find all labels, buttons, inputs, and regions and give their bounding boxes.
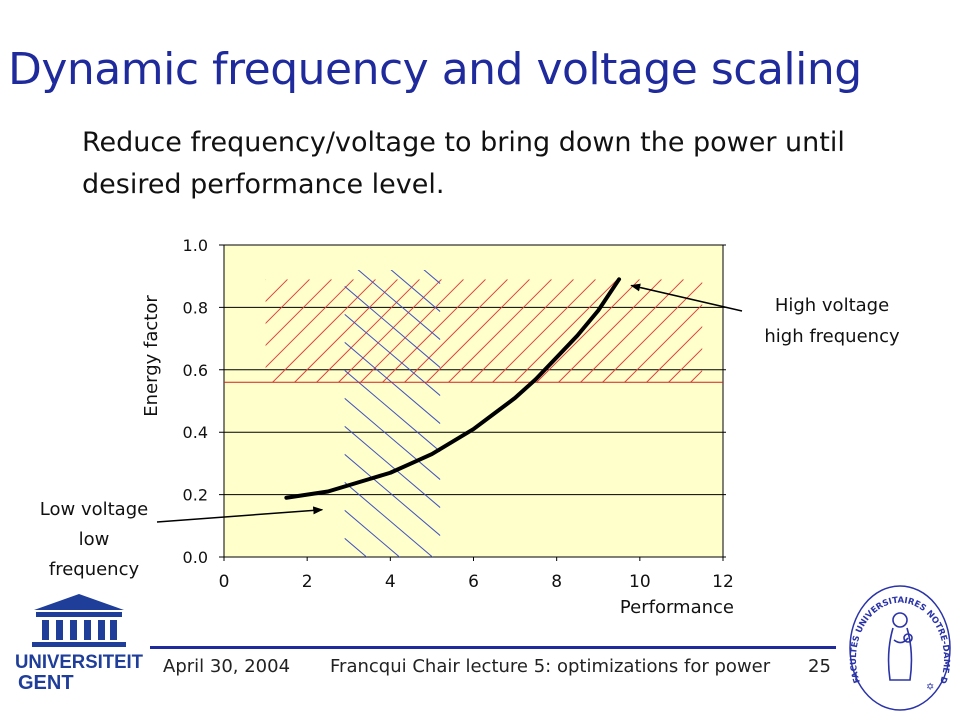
annotation-high-line-2: high frequency (764, 326, 900, 347)
x-tick-label: 10 (629, 572, 651, 592)
hatch-line (558, 279, 662, 383)
fundp-seal: FACULTÉS UNIVERSITAIRES NOTRE-DAME DE LA… (846, 582, 951, 711)
hatch-line (423, 269, 441, 284)
x-tick-label: 12 (712, 572, 734, 592)
y-tick-label: 0.4 (183, 423, 208, 442)
hatched-regions (265, 174, 703, 557)
annotation-low-arrow (156, 506, 324, 523)
hatch-line (265, 279, 310, 325)
hatch-line (390, 269, 441, 312)
series-line (284, 277, 622, 500)
hatch-line (404, 279, 508, 383)
annotation-low-line-2: low (79, 529, 110, 550)
footer-date: April 30, 2004 (163, 656, 291, 677)
annotation-low-voltage: Low voltage low frequency (40, 499, 324, 580)
slide-subtitle: Reduce frequency/voltage to bring down t… (82, 127, 845, 200)
hatch-line (360, 279, 464, 383)
hatch-line (344, 425, 441, 508)
seal-text: FACULTÉS UNIVERSITAIRES NOTRE-DAME DE LA… (846, 582, 951, 685)
hatch-line (536, 279, 640, 383)
footer-lecture: Francqui Chair lecture 5: optimizations … (330, 656, 771, 677)
hatch-line (316, 279, 420, 383)
hatch-line (492, 279, 596, 383)
annotation-low-line-1: Low voltage (40, 499, 148, 520)
y-tick-label: 0.8 (183, 298, 208, 317)
y-tick-label: 0.6 (183, 361, 208, 380)
annotation-high-arrow (630, 283, 743, 312)
temple-icon (32, 594, 126, 647)
hatch-line (382, 279, 486, 383)
hatch-line (470, 279, 574, 383)
x-tick-label: 8 (551, 572, 562, 592)
hatch-line (345, 174, 441, 255)
hatch-line (265, 279, 288, 303)
hatch-line (646, 325, 703, 383)
madonna-figure-icon (887, 612, 913, 681)
hatch-line (602, 281, 703, 383)
hatch-line (426, 279, 530, 383)
x-axis-label: Performance (620, 597, 734, 618)
hatch-line (344, 285, 441, 368)
hatch-line (357, 269, 441, 340)
hatch-line (344, 341, 441, 424)
hatch-line (514, 279, 618, 383)
x-tick-label: 4 (385, 572, 396, 592)
hatch-line (265, 279, 354, 369)
hatch-line (344, 453, 441, 536)
logo-text-line-1: UNIVERSITEIT (15, 652, 143, 673)
hatch-line (294, 279, 398, 383)
hatch-line (580, 279, 684, 383)
annotation-high-line-1: High voltage (775, 295, 889, 316)
hatch-region-1 (344, 174, 441, 557)
y-axis-label: Energy factor (141, 295, 162, 417)
hatch-line (344, 537, 368, 557)
hatch-line (448, 279, 552, 383)
hatch-line (338, 279, 442, 383)
hatch-line (265, 279, 332, 347)
x-axis-ticks: 0 2 4 6 8 10 12 (219, 557, 734, 592)
hatch-line (344, 369, 441, 452)
x-tick-label: 6 (468, 572, 479, 592)
hatch-region-0 (265, 279, 703, 383)
hatch-line (272, 279, 376, 383)
x-tick-label: 2 (302, 572, 313, 592)
hatch-line (624, 303, 703, 383)
y-tick-label: 0.0 (183, 548, 208, 567)
plot-area (223, 244, 724, 558)
footer-rule (150, 646, 836, 649)
universiteit-gent-logo: UNIVERSITEIT GENT (15, 594, 143, 694)
y-tick-label: 1.0 (183, 236, 208, 255)
hatch-line (668, 347, 703, 383)
y-tick-label: 0.2 (183, 486, 208, 505)
hatch-line (344, 481, 434, 557)
x-tick-label: 0 (219, 572, 230, 592)
hatch-line (344, 397, 441, 480)
logo-text-line-2: GENT (18, 672, 74, 694)
slide-title: Dynamic frequency and voltage scaling (8, 44, 862, 95)
star-icon: ✡ (926, 682, 934, 693)
annotation-low-line-3: frequency (49, 559, 140, 580)
annotation-high-voltage: High voltage high frequency (630, 283, 900, 347)
footer-page-number: 25 (808, 656, 831, 677)
hatch-line (344, 509, 401, 557)
y-axis-ticks: 0.0 0.2 0.4 0.6 0.8 1.0 (183, 236, 208, 567)
